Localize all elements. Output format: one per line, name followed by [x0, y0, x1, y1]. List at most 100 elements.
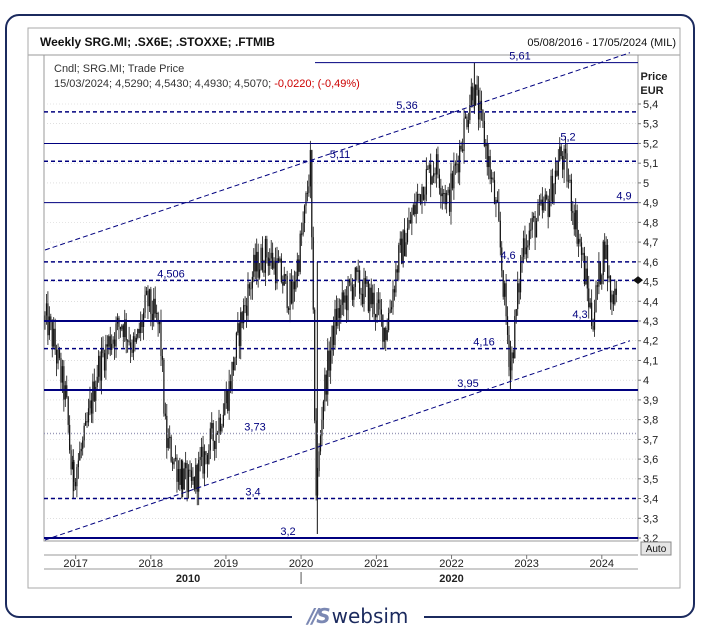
candle-body: [58, 349, 61, 358]
candle-body: [518, 283, 520, 293]
candle-body: [492, 177, 494, 181]
candle-body: [235, 332, 237, 358]
candle-body: [319, 435, 322, 452]
candle-body: [209, 428, 211, 451]
candle-body: [173, 458, 175, 465]
candle-body: [56, 349, 58, 364]
candle-body: [586, 268, 588, 289]
candle-body: [260, 247, 262, 270]
candle-body: [427, 168, 429, 170]
candle-body: [60, 357, 62, 383]
candle-body: [186, 462, 188, 493]
candle-body: [166, 415, 168, 448]
candle-body: [90, 400, 92, 414]
candle-body: [311, 150, 313, 238]
y-tick-label: 4: [643, 375, 649, 387]
candle-body: [543, 202, 545, 211]
level-label: 4,9: [616, 191, 631, 203]
candle-body: [288, 308, 290, 310]
candle-body: [472, 86, 474, 101]
candle-body: [289, 281, 291, 310]
candle-body: [360, 293, 362, 295]
candle-body: [364, 278, 367, 284]
candle-body: [570, 179, 572, 212]
candle-body: [575, 210, 577, 230]
chart-title: Weekly SRG.MI; .SX6E; .STOXXE; .FTMIB: [40, 35, 275, 49]
candle-body: [192, 476, 194, 481]
candle-body: [566, 153, 568, 182]
candle-body: [522, 238, 525, 257]
candle-body: [259, 269, 261, 278]
candle-body: [609, 275, 612, 303]
candle-body: [615, 288, 617, 295]
candle-body: [338, 308, 340, 318]
auto-scale-button[interactable]: Auto: [640, 541, 672, 556]
x-tick-label: 2024: [590, 558, 614, 570]
candle-body: [137, 329, 139, 338]
candle-body: [443, 193, 445, 195]
y-tick-label: 4,1: [643, 355, 658, 367]
candle-body: [602, 241, 604, 276]
candle-body: [547, 198, 549, 217]
candle-body: [222, 414, 224, 427]
candle-body: [535, 221, 538, 238]
candle-body: [122, 325, 124, 338]
candle-body: [293, 281, 295, 290]
candle-body: [446, 192, 448, 205]
price-axis-label: Price: [641, 71, 668, 83]
y-tick-label: 3,4: [643, 494, 658, 506]
candle-body: [169, 436, 171, 439]
candle-body: [366, 281, 368, 284]
candle-body: [92, 381, 94, 414]
candle-body: [330, 350, 332, 371]
candle-body: [393, 289, 396, 293]
candle-body: [243, 305, 245, 324]
candle-body: [51, 322, 53, 347]
candle-body: [167, 438, 169, 448]
candle-body: [48, 316, 50, 336]
candle-body: [405, 242, 407, 257]
legend-ohlc: 15/03/2024; 4,5290; 4,5430; 4,4930; 4,50…: [54, 78, 274, 90]
candle-body: [564, 148, 567, 154]
candle-body: [67, 397, 69, 425]
candle-body: [66, 385, 68, 398]
candle-body: [45, 303, 48, 316]
candle-body: [569, 179, 571, 181]
candle-body: [131, 349, 133, 353]
candle-body: [582, 252, 584, 255]
candle-body: [369, 287, 371, 312]
candle-body: [296, 259, 298, 280]
candle-body: [277, 258, 280, 263]
candle-body: [198, 459, 200, 492]
candle-body: [76, 467, 78, 487]
candle-body: [150, 289, 152, 314]
candle-body: [115, 323, 117, 347]
candle-body: [86, 421, 88, 423]
candle-body: [108, 336, 110, 347]
candle-body: [428, 164, 430, 169]
candle-body: [148, 289, 150, 307]
candle-body: [282, 281, 284, 286]
candle-body: [182, 468, 184, 490]
candle-body: [156, 312, 158, 314]
candle-body: [521, 256, 523, 263]
candle-body: [502, 270, 504, 297]
candle-body: [228, 381, 230, 411]
candle-body: [511, 352, 513, 371]
candle-body: [343, 292, 345, 303]
candle-body: [531, 217, 533, 230]
candle-body: [195, 464, 197, 490]
y-tick-label: 4,3: [643, 316, 658, 328]
level-label: 5,36: [396, 100, 417, 112]
candle-body: [583, 252, 585, 284]
candle-body: [118, 317, 120, 327]
chart-frame: [5, 14, 695, 618]
candle-body: [530, 229, 532, 231]
candle-body: [549, 200, 551, 217]
candle-body: [588, 288, 590, 308]
candle-body: [469, 105, 471, 121]
candle-body: [505, 283, 507, 317]
candle-body: [322, 401, 324, 420]
candle-body: [412, 205, 414, 215]
